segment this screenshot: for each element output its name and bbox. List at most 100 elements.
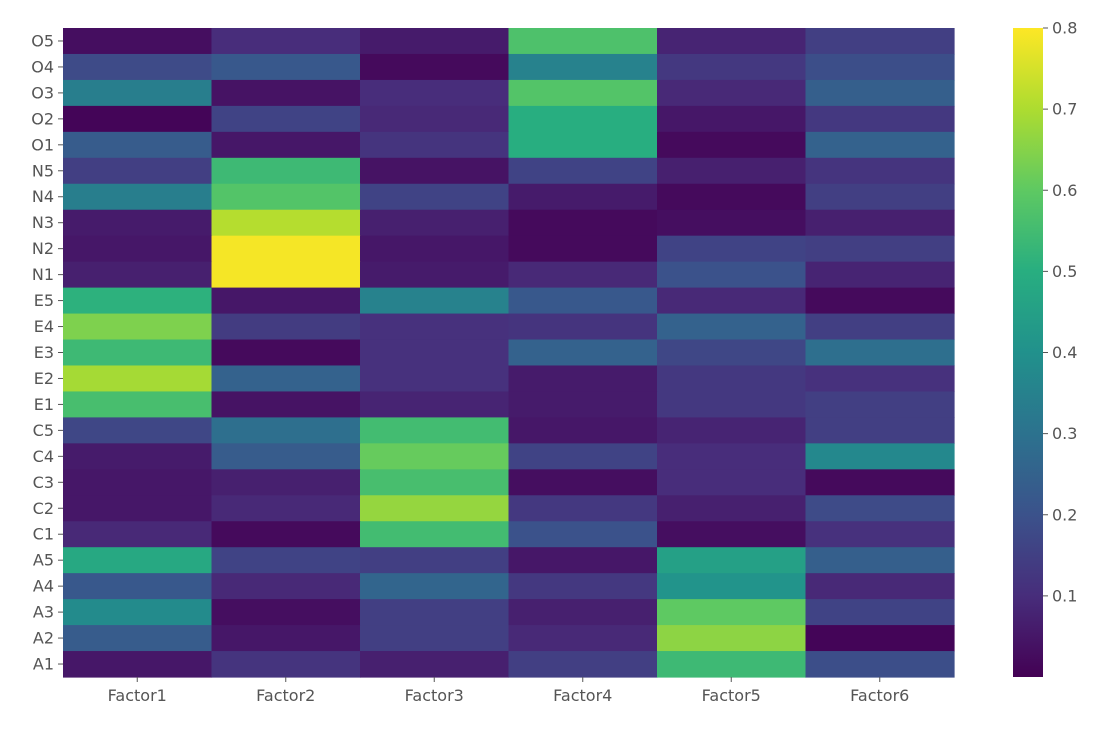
colorbar-tick-label: 0.4: [1052, 343, 1077, 362]
heatmap-cell: [211, 235, 361, 263]
heatmap-cell: [508, 443, 658, 470]
heatmap-cell: [508, 651, 658, 678]
heatmap-cell: [805, 365, 955, 393]
heatmap-cell: [63, 417, 213, 444]
heatmap-cell: [657, 209, 807, 237]
heatmap-cell: [657, 235, 807, 263]
heatmap-cell: [211, 79, 361, 107]
heatmap-cell: [63, 495, 213, 522]
heatmap-cell: [211, 391, 361, 418]
heatmap-cell: [360, 235, 510, 263]
heatmap-cell: [805, 573, 955, 600]
heatmap-cell: [657, 339, 807, 367]
heatmap-cell: [508, 79, 658, 107]
heatmap-cell: [805, 183, 955, 211]
heatmap-cell: [508, 157, 658, 185]
heatmap-cell: [63, 651, 213, 678]
heatmap-cell: [657, 599, 807, 626]
heatmap-cell: [657, 183, 807, 211]
heatmap-cell: [805, 261, 955, 289]
heatmap-cell: [360, 443, 510, 470]
x-tick-label: Factor3: [405, 686, 464, 705]
y-tick-label: O1: [31, 135, 54, 154]
heatmap-cell: [360, 391, 510, 418]
heatmap-cell: [805, 53, 955, 81]
heatmap-cell: [508, 183, 658, 211]
heatmap-cell: [360, 573, 510, 600]
heatmap-cell: [63, 443, 213, 470]
heatmap-cell: [63, 599, 213, 626]
heatmap-cell: [508, 28, 658, 55]
heatmap-cell: [360, 339, 510, 367]
x-tick-label: Factor1: [108, 686, 167, 705]
heatmap-cell: [63, 79, 213, 107]
y-tick-label: C5: [33, 421, 54, 440]
heatmap-cell: [63, 547, 213, 574]
y-tick-label: N5: [32, 161, 54, 180]
heatmap-cell: [63, 573, 213, 600]
colorbar-tick-label: 0.8: [1052, 19, 1077, 38]
heatmap-cell: [211, 209, 361, 237]
heatmap-cell: [63, 625, 213, 652]
heatmap-cell: [508, 339, 658, 367]
heatmap-cell: [805, 469, 955, 496]
heatmap-cell: [211, 131, 361, 159]
heatmap-cell: [211, 495, 361, 522]
heatmap-cell: [360, 287, 510, 315]
heatmap-cell: [360, 599, 510, 626]
heatmap-cell: [508, 313, 658, 341]
colorbar-tick-label: 0.2: [1052, 505, 1077, 524]
heatmap-cell: [211, 157, 361, 185]
heatmap-cell: [211, 651, 361, 678]
heatmap-cell: [508, 547, 658, 574]
y-tick-label: A1: [33, 655, 54, 674]
y-tick-label: E3: [34, 343, 54, 362]
x-tick-label: Factor2: [256, 686, 315, 705]
heatmap-cell: [360, 547, 510, 574]
heatmap-cell: [508, 105, 658, 133]
colorbar-tick-label: 0.7: [1052, 100, 1077, 119]
heatmap-cell: [805, 495, 955, 522]
heatmap-cell: [805, 443, 955, 470]
heatmap-cell: [805, 79, 955, 107]
heatmap-cell: [508, 261, 658, 289]
colorbar-tick-label: 0.1: [1052, 586, 1077, 605]
x-tick-label: Factor4: [553, 686, 612, 705]
heatmap-cell: [211, 599, 361, 626]
y-axis: O5 O4 O3 O2 O1 N5 N4 N3 N2 N1 E5 E4 E3 E2 E1 C5 C4 C3 C2 C1…: [31, 31, 63, 674]
heatmap-cell: [63, 28, 213, 55]
heatmap-cell: [508, 417, 658, 444]
heatmap-cell: [508, 495, 658, 522]
heatmap-cell: [360, 313, 510, 341]
heatmap-cell: [508, 391, 658, 418]
heatmap-cell: [657, 625, 807, 652]
heatmap-cell: [63, 53, 213, 81]
heatmap-cell: [211, 183, 361, 211]
heatmap-cell: [508, 235, 658, 263]
heatmap-cell: [805, 625, 955, 652]
x-tick-label: Factor5: [702, 686, 761, 705]
heatmap-cell: [657, 79, 807, 107]
heatmap-cell: [211, 521, 361, 548]
heatmap-cell: [805, 417, 955, 444]
y-tick-label: A4: [33, 577, 54, 596]
heatmap-cell: [508, 625, 658, 652]
heatmap-cell: [360, 495, 510, 522]
heatmap-cell: [657, 495, 807, 522]
y-tick-label: N3: [32, 213, 54, 232]
heatmap-cell: [805, 209, 955, 237]
heatmap-cell: [211, 417, 361, 444]
heatmap-cell: [211, 443, 361, 470]
y-tick-label: C3: [33, 473, 54, 492]
heatmap-cell: [805, 547, 955, 574]
heatmap-cell: [657, 53, 807, 81]
heatmap-cell: [360, 651, 510, 678]
colorbar-tick-label: 0.6: [1052, 181, 1077, 200]
heatmap-cell: [211, 625, 361, 652]
y-tick-label: O4: [31, 57, 54, 76]
heatmap-cell: [805, 105, 955, 133]
heatmap-cell: [657, 547, 807, 574]
heatmap-cell: [360, 28, 510, 55]
heatmap-cell: [211, 28, 361, 55]
heatmap-cell: [657, 443, 807, 470]
